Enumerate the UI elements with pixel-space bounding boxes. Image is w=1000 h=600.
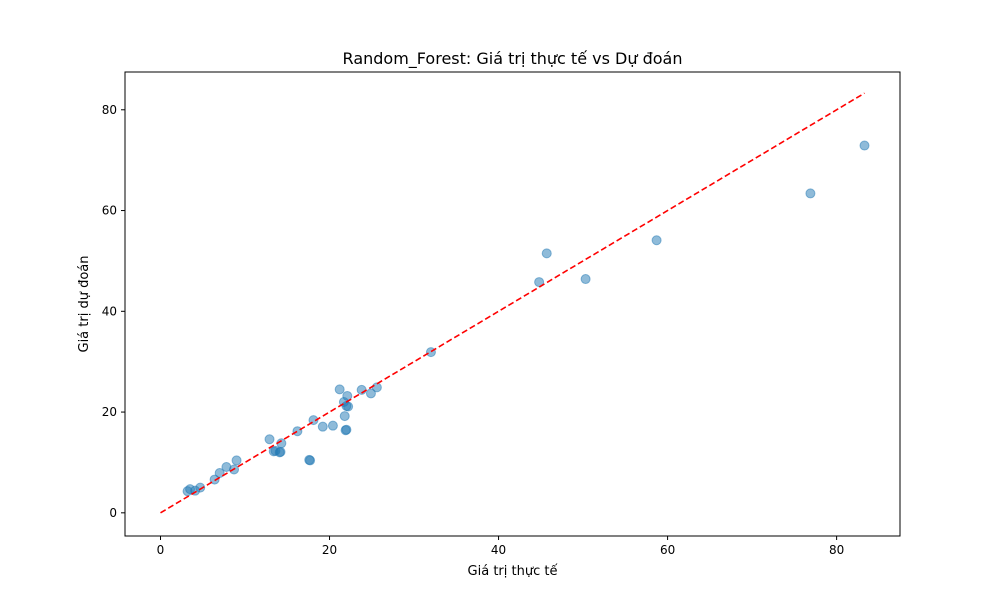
y-tick-label: 0 bbox=[109, 506, 117, 520]
data-point bbox=[343, 401, 354, 412]
y-tick-label: 40 bbox=[102, 304, 117, 318]
data-point bbox=[209, 474, 220, 485]
plot-frame bbox=[124, 71, 901, 537]
plot-area bbox=[160, 92, 870, 514]
data-point bbox=[805, 188, 816, 199]
chart-title: Random_Forest: Giá trị thực tế vs Dự đoá… bbox=[343, 49, 683, 69]
data-point bbox=[371, 382, 382, 393]
x-tick-label: 80 bbox=[829, 543, 844, 557]
x-tick-label: 20 bbox=[322, 543, 337, 557]
data-point bbox=[365, 388, 376, 399]
reference-line bbox=[160, 92, 865, 514]
y-tick-label: 60 bbox=[102, 204, 117, 218]
data-point bbox=[327, 420, 338, 431]
data-point bbox=[292, 426, 303, 437]
data-point bbox=[195, 482, 206, 493]
data-point bbox=[264, 434, 275, 445]
data-point bbox=[341, 424, 352, 435]
data-point bbox=[541, 248, 552, 259]
y-tick-label: 20 bbox=[102, 405, 117, 419]
data-point bbox=[339, 411, 350, 422]
x-tick-label: 60 bbox=[660, 543, 675, 557]
data-point bbox=[334, 384, 345, 395]
x-tick-label: 40 bbox=[491, 543, 506, 557]
x-axis: 0 20 40 60 80 bbox=[157, 536, 844, 557]
x-axis-label: Giá trị thực tế bbox=[468, 564, 558, 579]
data-point bbox=[275, 446, 286, 457]
data-point bbox=[859, 140, 870, 151]
y-tick-label: 80 bbox=[102, 103, 117, 117]
data-point bbox=[580, 274, 591, 285]
data-point bbox=[317, 421, 328, 432]
data-point bbox=[342, 390, 353, 401]
y-axis: 0 20 40 60 80 bbox=[102, 103, 125, 520]
x-tick-label: 0 bbox=[157, 543, 165, 557]
y-axis-label: Giá trị dự đoán bbox=[77, 255, 92, 352]
data-point bbox=[651, 235, 662, 246]
data-point bbox=[231, 455, 242, 466]
data-point bbox=[305, 455, 316, 466]
